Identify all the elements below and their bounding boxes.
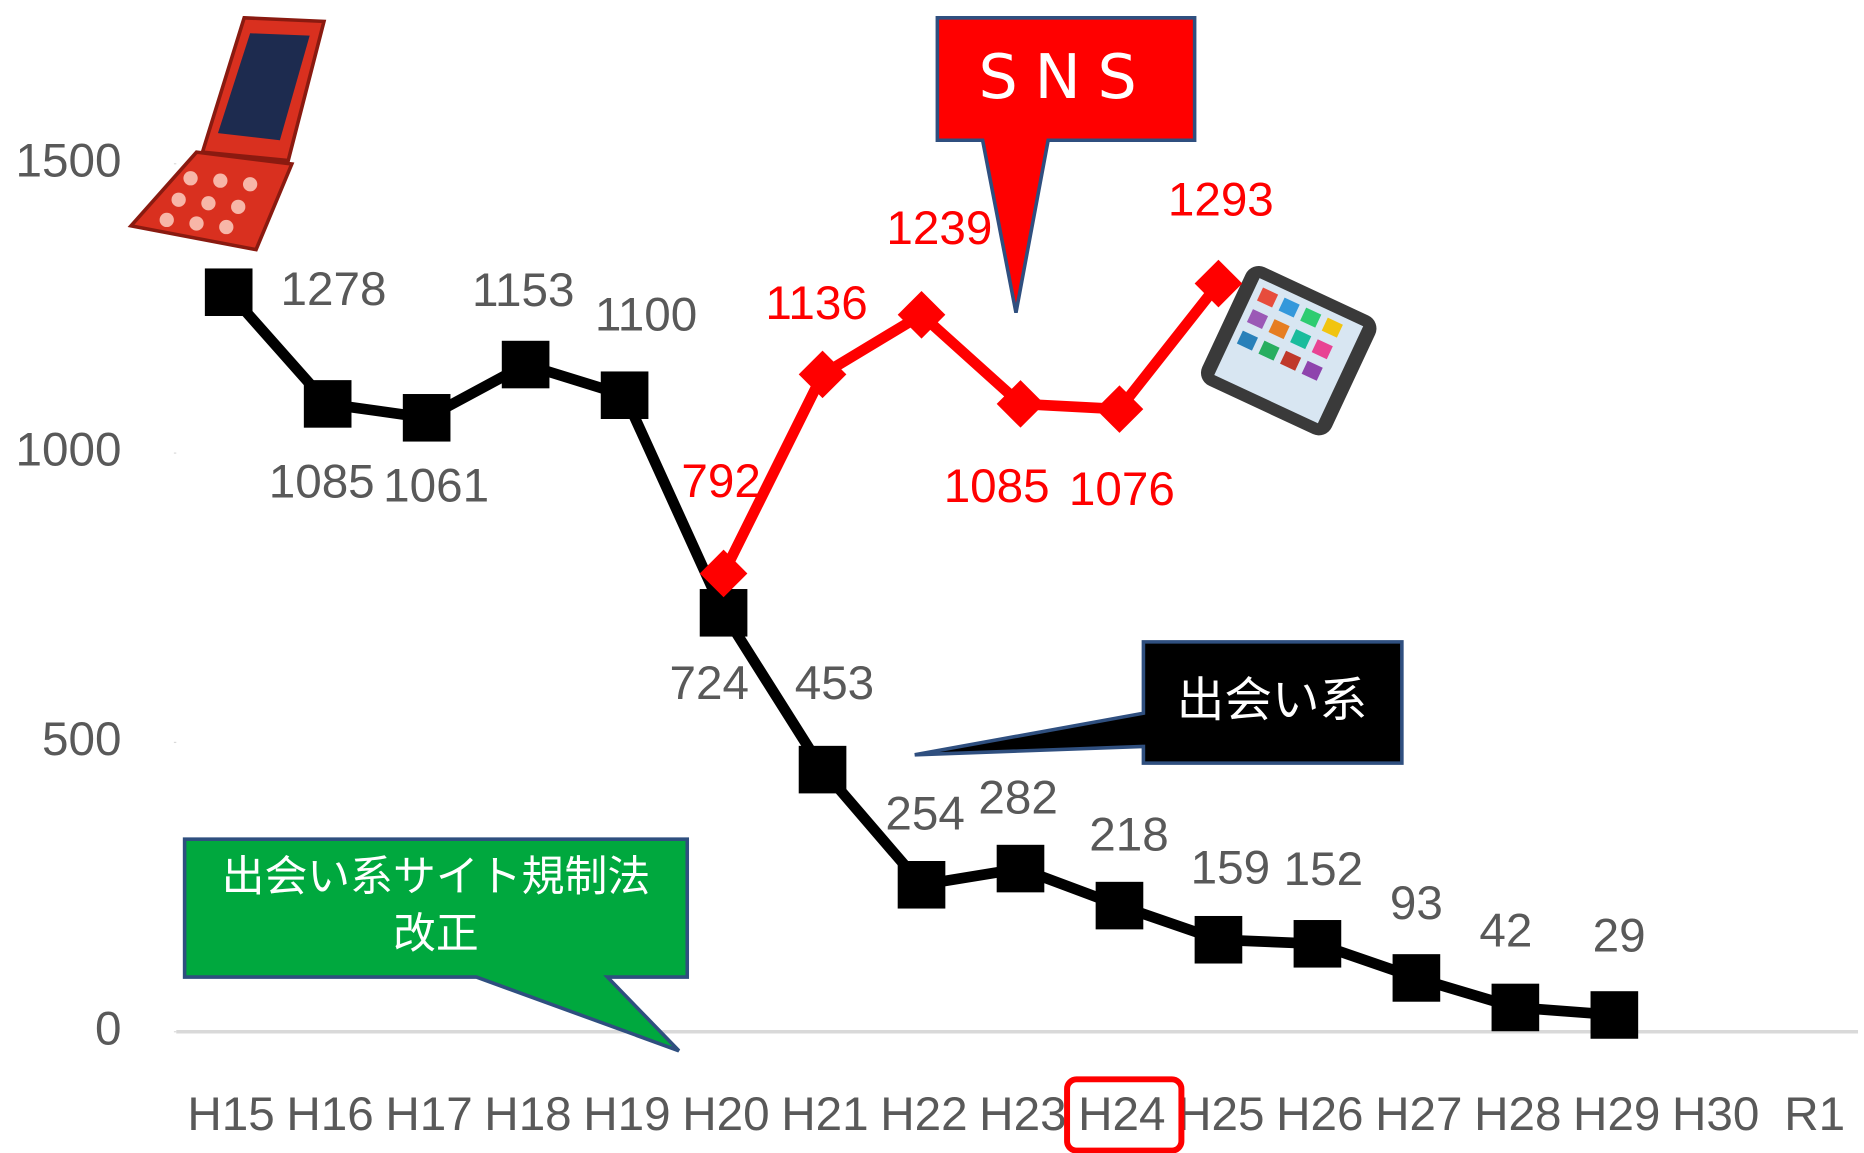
x-tick-label: H19: [583, 1088, 670, 1141]
marker: [1294, 920, 1342, 968]
data-label: 1153: [472, 264, 574, 317]
y-tick-label: 0: [95, 1002, 121, 1055]
data-label: 1076: [1069, 463, 1175, 516]
data-label: 1085: [269, 455, 375, 508]
x-tick-label: R1: [1784, 1088, 1845, 1141]
law-callout: 出会い系サイト規制法 改正: [185, 839, 688, 1051]
y-tick-label: 1000: [16, 424, 122, 477]
data-label: 218: [1089, 808, 1168, 861]
marker: [1492, 984, 1540, 1032]
data-label: 159: [1191, 841, 1270, 894]
x-tick-label: H27: [1375, 1088, 1462, 1141]
x-tick-label: H24: [1078, 1088, 1165, 1141]
marker: [997, 845, 1045, 893]
data-label: 1100: [595, 289, 697, 342]
data-label: 282: [978, 771, 1057, 824]
data-label: 152: [1284, 843, 1363, 896]
series: 792 1136 1239 1085 1076 1293: [681, 173, 1273, 597]
data-label: 1061: [383, 460, 489, 513]
x-tick-label: H26: [1276, 1088, 1363, 1141]
data-label: 42: [1479, 904, 1532, 957]
marker: [1591, 991, 1639, 1039]
marker: [403, 394, 451, 442]
marker: [601, 371, 649, 419]
x-tick-label: H23: [979, 1088, 1066, 1141]
x-tick-label: H21: [781, 1088, 868, 1141]
marker: [502, 341, 550, 389]
y-tick-label: 500: [42, 713, 121, 766]
data-label: 29: [1593, 910, 1646, 963]
data-label: 1239: [886, 202, 992, 255]
data-label: 453: [795, 657, 874, 710]
marker: [304, 380, 352, 428]
x-tick-label: H29: [1573, 1088, 1660, 1141]
flip-phone-icon: [131, 18, 324, 250]
chart: 050010001500H15H16H17H18H19H20H21H22H23H…: [0, 0, 1864, 1153]
marker: [1393, 954, 1441, 1002]
data-label: 1085: [944, 460, 1050, 513]
data-label: 1278: [281, 263, 387, 316]
x-tick-label: H22: [880, 1088, 967, 1141]
law-label: 出会い系サイト規制法: [222, 852, 651, 902]
marker: [205, 268, 253, 316]
sns-label: SNS: [979, 41, 1154, 113]
deai-label: 出会い系: [1177, 674, 1368, 729]
data-label: 1293: [1168, 173, 1274, 226]
marker: [1096, 882, 1144, 930]
x-tick-label: H16: [286, 1088, 373, 1141]
x-tick-label: H15: [187, 1088, 274, 1141]
y-tick-label: 1500: [16, 134, 122, 187]
marker: [1195, 916, 1243, 964]
x-tick-label: H28: [1474, 1088, 1561, 1141]
deai-callout: 出会い系: [915, 642, 1402, 763]
data-label: 792: [681, 455, 760, 508]
x-tick-label: H18: [484, 1088, 571, 1141]
data-label: 93: [1390, 877, 1443, 930]
x-tick-label: H17: [385, 1088, 472, 1141]
marker: [799, 351, 847, 399]
data-label: 724: [670, 657, 749, 710]
data-label: 1136: [765, 277, 867, 330]
x-tick-label: H30: [1672, 1088, 1759, 1141]
x-tick-label: H25: [1177, 1088, 1264, 1141]
x-tick-label: H20: [682, 1088, 769, 1141]
marker: [898, 861, 946, 909]
law-label: 改正: [393, 909, 479, 959]
data-label: 254: [885, 788, 964, 841]
marker: [799, 746, 847, 794]
sns-callout: SNS: [937, 18, 1194, 313]
